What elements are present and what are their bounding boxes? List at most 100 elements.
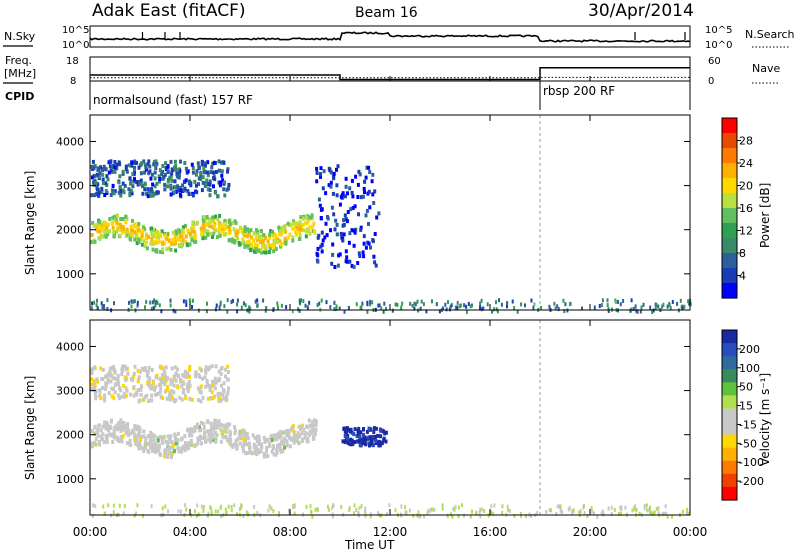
echo-cell bbox=[249, 248, 253, 253]
echo-cell bbox=[114, 216, 118, 221]
echo-cell bbox=[341, 238, 345, 243]
echo-cell bbox=[243, 229, 247, 234]
echo-cell bbox=[174, 397, 178, 402]
echo-cell bbox=[133, 160, 137, 165]
echo-cell bbox=[347, 305, 350, 310]
echo-cell bbox=[285, 305, 288, 310]
echo-cell bbox=[133, 237, 137, 242]
echo-cell bbox=[332, 176, 336, 181]
echo-cell bbox=[142, 159, 146, 164]
echo-cell bbox=[206, 229, 210, 234]
echo-cell bbox=[369, 427, 373, 432]
echo-cell bbox=[267, 508, 270, 513]
echo-cell bbox=[200, 441, 203, 446]
echo-cell bbox=[149, 445, 152, 450]
colorbar-tick-label: 12 bbox=[739, 225, 753, 238]
echo-cell bbox=[226, 167, 230, 172]
echo-cell bbox=[288, 232, 292, 237]
echo-cell bbox=[563, 309, 566, 314]
echo-cell bbox=[364, 513, 367, 518]
echo-cell bbox=[212, 170, 216, 175]
echo-cell bbox=[256, 232, 260, 237]
echo-cell bbox=[457, 514, 460, 519]
echo-cell bbox=[94, 396, 98, 401]
echo-cell bbox=[269, 229, 273, 234]
echo-cell bbox=[92, 431, 96, 436]
echo-cell bbox=[151, 227, 155, 232]
echo-cell bbox=[465, 309, 468, 314]
echo-cell bbox=[349, 207, 353, 212]
colorbar-segment bbox=[722, 253, 737, 269]
echo-cell bbox=[133, 433, 137, 438]
echo-cell bbox=[251, 433, 255, 438]
echo-cell bbox=[206, 420, 210, 425]
echo-cell bbox=[338, 252, 342, 257]
echo-cell bbox=[312, 221, 316, 226]
echo-cell bbox=[248, 450, 252, 455]
echo-cell bbox=[480, 507, 483, 512]
date-label: 30/Apr/2014 bbox=[588, 1, 694, 21]
echo-cell bbox=[136, 368, 140, 373]
echo-cell bbox=[320, 249, 324, 254]
echo-cell bbox=[150, 385, 154, 389]
echo-cell bbox=[353, 503, 356, 508]
echo-cell bbox=[182, 230, 186, 235]
echo-cell bbox=[90, 382, 94, 387]
echo-cell bbox=[363, 436, 367, 441]
echo-cell bbox=[129, 237, 133, 242]
echo-cell bbox=[112, 503, 115, 508]
echo-cell bbox=[321, 238, 325, 243]
echo-cell bbox=[315, 251, 319, 256]
echo-cell bbox=[359, 305, 362, 310]
echo-cell bbox=[457, 505, 460, 510]
echo-cell bbox=[104, 234, 108, 239]
x-axis-ticks: 00:00 04:00 08:00 12:00 16:00 20:00 00:00 bbox=[73, 76, 707, 539]
echo-cell bbox=[217, 168, 221, 173]
echo-cell bbox=[181, 188, 185, 193]
echo-cell bbox=[124, 214, 128, 219]
echo-cell bbox=[194, 239, 198, 244]
echo-cell bbox=[240, 305, 243, 310]
echo-cell bbox=[95, 430, 99, 435]
echo-cell bbox=[313, 432, 317, 437]
echo-cell bbox=[174, 441, 178, 446]
echo-cell bbox=[306, 220, 309, 225]
echo-cell bbox=[657, 506, 660, 511]
echo-cell bbox=[163, 370, 167, 375]
echo-cell bbox=[555, 512, 558, 516]
echo-cell bbox=[146, 380, 150, 385]
echo-cell bbox=[283, 236, 287, 241]
echo-cell bbox=[301, 222, 305, 227]
echo-cell bbox=[108, 164, 112, 169]
echo-cell bbox=[298, 220, 302, 225]
echo-cell bbox=[412, 513, 415, 518]
echo-cell bbox=[513, 514, 516, 518]
echo-cell bbox=[240, 431, 244, 436]
echo-cell bbox=[180, 509, 182, 514]
echo-cell bbox=[194, 509, 196, 514]
echo-cell bbox=[110, 394, 114, 399]
echo-cell bbox=[92, 379, 96, 384]
echo-cell bbox=[276, 301, 279, 306]
echo-cell bbox=[297, 307, 299, 312]
echo-cell bbox=[299, 427, 303, 431]
echo-cell bbox=[95, 192, 99, 196]
echo-cell bbox=[275, 237, 279, 242]
echo-cell bbox=[219, 427, 223, 432]
echo-cell bbox=[280, 226, 284, 231]
echo-cell bbox=[218, 233, 222, 238]
echo-cell bbox=[102, 396, 106, 401]
echo-cell bbox=[125, 227, 129, 232]
echo-cell bbox=[297, 424, 301, 429]
echo-cell bbox=[142, 429, 146, 434]
echo-cell bbox=[343, 213, 347, 218]
echo-cell bbox=[272, 445, 275, 450]
echo-cell bbox=[239, 225, 242, 230]
echo-cell bbox=[178, 192, 182, 197]
echo-cell bbox=[145, 393, 149, 398]
echo-cell bbox=[261, 239, 265, 244]
echo-cell bbox=[206, 232, 210, 237]
echo-cell bbox=[168, 438, 172, 443]
echo-cell bbox=[130, 232, 134, 237]
y-tick-label: 4000 bbox=[56, 135, 84, 148]
